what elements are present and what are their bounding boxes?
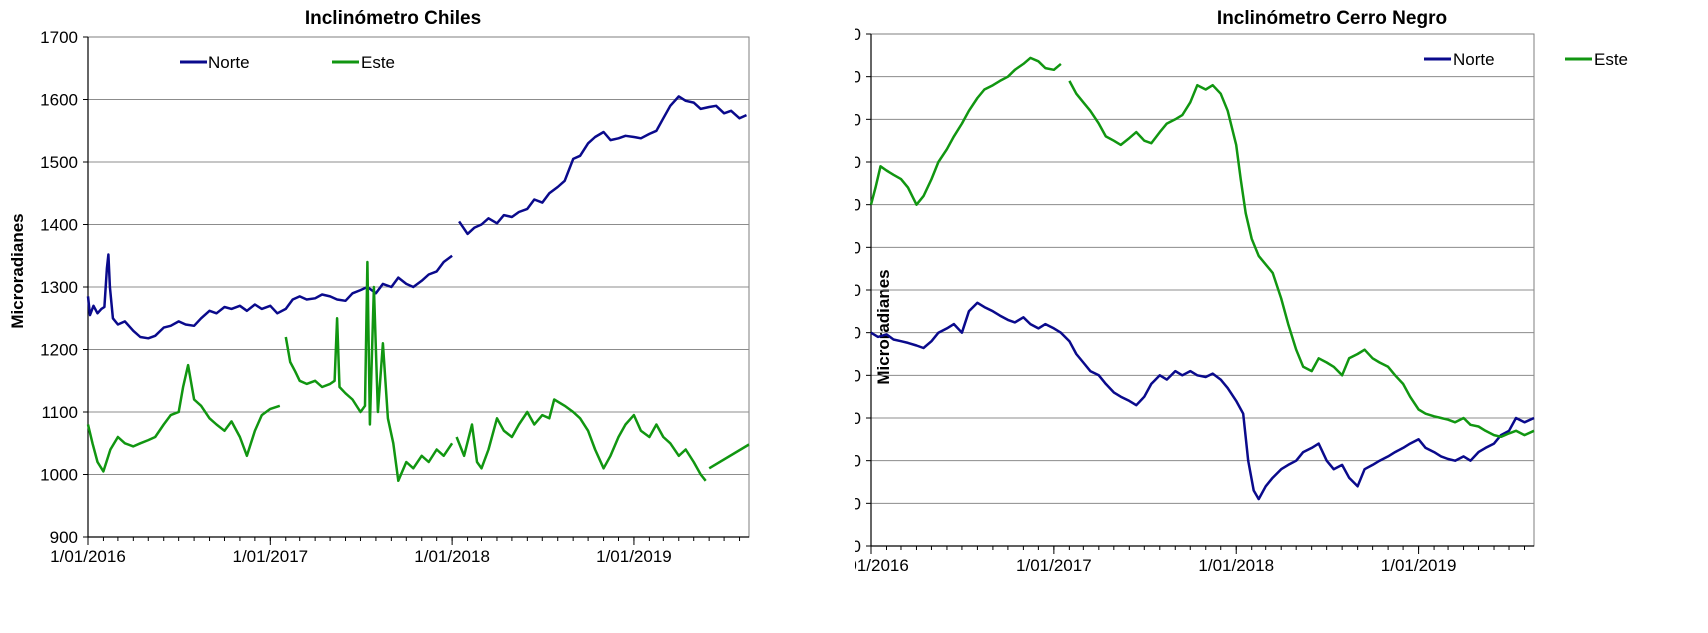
- series-line-este: [86, 363, 281, 473]
- y-tick-label: 1450: [855, 366, 861, 385]
- legend: Norte Este: [1424, 50, 1628, 69]
- x-tick-label: 1/01/2019: [596, 547, 672, 566]
- series-line-norte: [870, 301, 1535, 501]
- chart-chiles-svg: Inclinómetro Chiles Microradianes Norte …: [8, 8, 750, 566]
- y-tick-label: 1700: [855, 153, 861, 172]
- series-line-este: [284, 260, 454, 483]
- series-line-este: [869, 56, 1062, 206]
- chart-title: Inclinómetro Cerro Negro: [1217, 8, 1447, 29]
- x-tick-label: 1/01/2016: [50, 547, 126, 566]
- y-tick-label: 1200: [40, 341, 78, 360]
- x-tick-label: 1/01/2017: [1016, 556, 1092, 575]
- y-tick-label: 900: [50, 528, 78, 547]
- x-tick-label: 1/01/2016: [855, 556, 909, 575]
- y-tick-label: 1650: [855, 196, 861, 215]
- series-line-este: [1068, 80, 1535, 439]
- series-line-este: [708, 443, 750, 470]
- y-tick-label: 1400: [855, 409, 861, 428]
- x-tick-label: 1/01/2018: [1198, 556, 1274, 575]
- series-line-este: [455, 398, 707, 482]
- x-tick-label: 1/01/2018: [414, 547, 490, 566]
- series-line-norte: [86, 253, 453, 340]
- chart-chiles: Inclinómetro Chiles Microradianes Norte …: [0, 0, 850, 633]
- y-tick-label: 1500: [40, 153, 78, 172]
- legend-este-label: Este: [1594, 50, 1628, 69]
- y-tick-label: 1300: [40, 278, 78, 297]
- y-tick-label: 1800: [855, 68, 861, 87]
- legend-norte-label: Norte: [208, 53, 250, 72]
- y-tick-label: 1000: [40, 466, 78, 485]
- chart-title: Inclinómetro Chiles: [305, 8, 481, 29]
- y-tick-label: 1400: [40, 216, 78, 235]
- y-tick-label: 1850: [855, 25, 861, 44]
- y-axis-label: Microradianes: [874, 269, 893, 384]
- y-axis-label: Microradianes: [8, 213, 27, 328]
- y-tick-label: 1700: [40, 28, 78, 47]
- y-tick-label: 1500: [855, 324, 861, 343]
- y-tick-label: 1100: [41, 403, 78, 422]
- series-line-norte: [458, 95, 748, 236]
- chart-cerro-negro: Inclinómetro Cerro Negro Microradianes N…: [855, 0, 1708, 633]
- y-tick-label: 1250: [855, 537, 861, 556]
- legend-norte-label: Norte: [1453, 50, 1495, 69]
- legend-este-label: Este: [361, 53, 395, 72]
- y-tick-label: 1550: [855, 281, 861, 300]
- y-tick-label: 1300: [855, 494, 861, 513]
- y-tick-label: 1350: [855, 452, 861, 471]
- x-tick-label: 1/01/2017: [232, 547, 308, 566]
- legend: Norte Este: [180, 53, 395, 72]
- chart-cerro-negro-svg: Inclinómetro Cerro Negro Microradianes N…: [855, 8, 1628, 575]
- y-tick-label: 1750: [855, 110, 861, 129]
- y-tick-label: 1600: [855, 238, 861, 257]
- x-tick-label: 1/01/2019: [1381, 556, 1457, 575]
- y-tick-label: 1600: [40, 91, 78, 110]
